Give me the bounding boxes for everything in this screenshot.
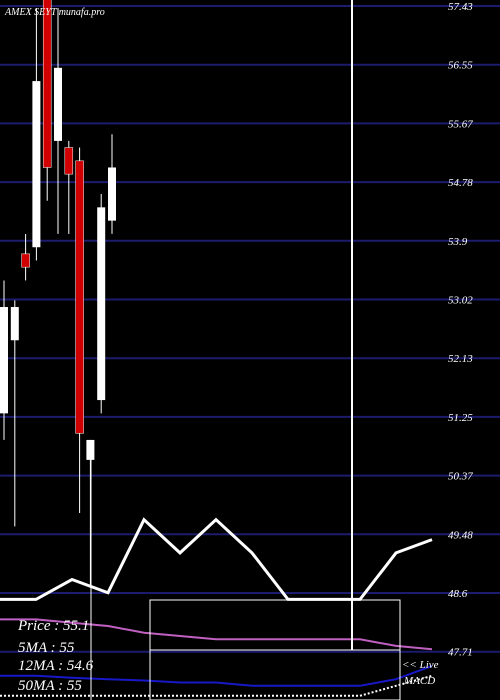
candle-body: [42, 0, 52, 168]
y-tick-label: 49.48: [448, 529, 473, 541]
y-tick-label: 56.55: [448, 60, 473, 72]
candle-body: [97, 207, 106, 401]
candle-body: [54, 67, 62, 141]
y-tick-label: 47.71: [448, 647, 473, 659]
y-tick-label: 50.37: [448, 471, 473, 483]
live-label: << Live: [402, 659, 439, 671]
line-5ma: [0, 618, 433, 651]
candle-body: [108, 167, 116, 221]
candle-body: [0, 307, 8, 414]
y-tick-label: 53.9: [448, 236, 468, 248]
legend-12ma: 12MA : 54.6: [18, 658, 94, 674]
watermark: AMEX SEYT munafa.pro: [4, 7, 105, 18]
candle-body: [86, 439, 95, 460]
indicator-lines: [0, 517, 433, 697]
candle-body: [10, 307, 19, 341]
y-axis-labels: 57.43 56.55 55.67 54.78 53.9 53.02 52.13 51.25 5…: [448, 1, 473, 659]
legend-5ma: 5MA : 55: [18, 640, 75, 656]
grid-lines: [0, 5, 500, 653]
legend-price: Price : 55.1: [17, 618, 89, 634]
candle-body: [21, 253, 30, 268]
line-12ma: [0, 664, 433, 687]
macd-label: MACD: [403, 675, 435, 687]
line-50ma: [0, 674, 433, 697]
legend-50ma: 50MA : 55: [18, 678, 82, 694]
candle-bodies: [0, 0, 116, 460]
y-tick-label: 52.13: [448, 353, 473, 365]
candle-body: [32, 81, 41, 248]
y-tick-label: 53.02: [448, 295, 473, 307]
y-tick-label: 57.43: [448, 1, 473, 13]
y-tick-label: 54.78: [448, 177, 473, 189]
line-macd: [0, 517, 433, 601]
y-tick-label: 51.25: [448, 412, 473, 424]
candle-body: [64, 147, 74, 175]
y-tick-label: 48.6: [448, 588, 468, 600]
y-tick-label: 55.67: [448, 118, 473, 130]
candle-body: [75, 160, 84, 434]
